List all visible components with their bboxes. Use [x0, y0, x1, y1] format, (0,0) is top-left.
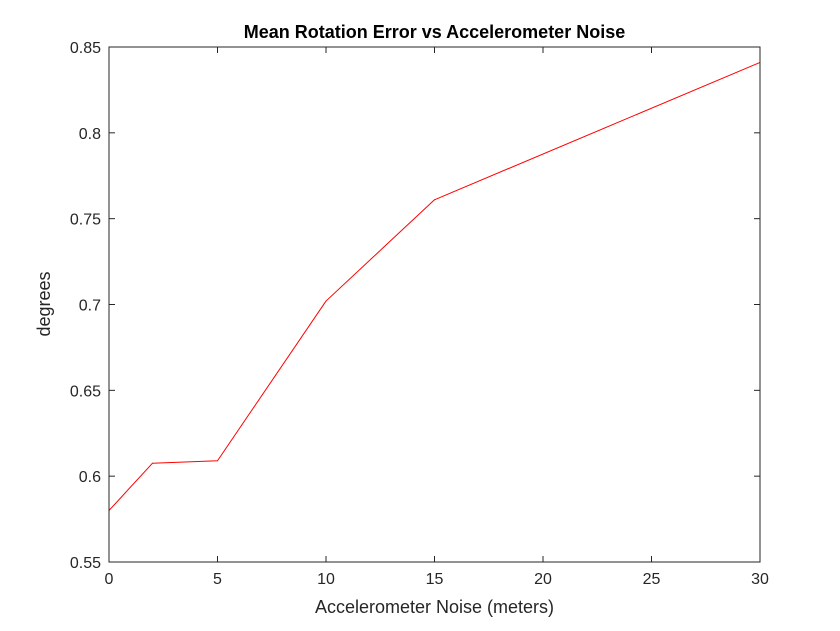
x-tick-label: 15: [426, 571, 444, 588]
x-tick-label: 0: [105, 571, 114, 588]
chart-title: Mean Rotation Error vs Accelerometer Noi…: [244, 22, 625, 42]
data-point: [325, 300, 327, 302]
y-axis-ticks: 0.55 0.6 0.65 0.7 0.75 0.8 0.85: [70, 40, 760, 572]
y-tick-label: 0.65: [70, 383, 101, 400]
y-tick-label: 0.75: [70, 212, 101, 229]
x-tick-label: 10: [317, 571, 335, 588]
x-tick-label: 5: [213, 571, 222, 588]
x-tick-label: 25: [643, 571, 661, 588]
data-point: [217, 460, 218, 462]
x-axis-ticks: 0 5 10 15 20 25 30: [105, 47, 769, 588]
y-tick-label: 0.55: [70, 555, 101, 572]
data-point: [434, 199, 435, 201]
y-tick-label: 0.7: [79, 298, 101, 315]
y-tick-label: 0.6: [79, 469, 101, 486]
data-point: [151, 462, 153, 464]
x-tick-label: 20: [534, 571, 552, 588]
y-tick-label: 0.85: [70, 40, 101, 57]
series-line: [108, 61, 761, 511]
y-axis-label: degrees: [34, 271, 54, 336]
y-tick-label: 0.8: [79, 126, 101, 143]
plot-area: [109, 47, 760, 562]
x-axis-label: Accelerometer Noise (meters): [315, 597, 554, 617]
x-tick-label: 30: [751, 571, 769, 588]
